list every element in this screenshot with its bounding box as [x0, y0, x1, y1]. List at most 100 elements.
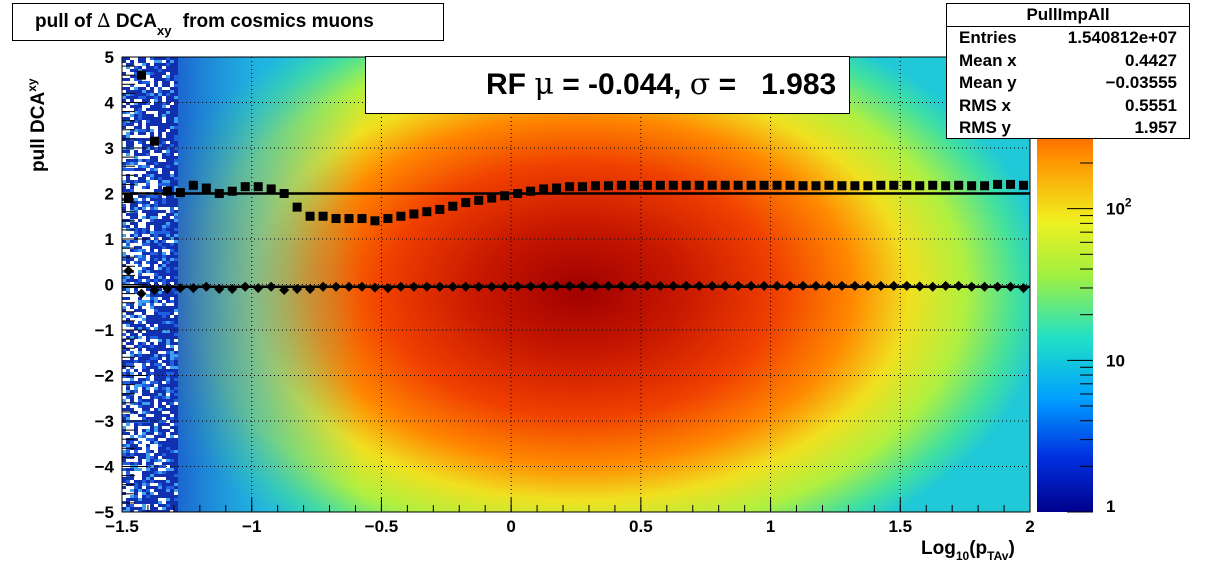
data-point-diamond: [318, 281, 329, 292]
title-prefix: pull of: [35, 11, 92, 32]
data-point-square: [175, 188, 185, 198]
data-point-square: [863, 181, 873, 191]
stats-box: PullImpAll Entries 1.540812e+07 Mean x 0.44…: [946, 3, 1190, 139]
x-tick-label: −1: [242, 517, 261, 536]
data-point-diamond: [499, 281, 510, 292]
data-point-diamond: [447, 281, 458, 292]
y-tick-label: −2: [95, 367, 114, 386]
data-point-diamond: [577, 280, 588, 291]
title-delta: ∆: [97, 10, 111, 32]
data-point-diamond: [759, 280, 770, 291]
data-point-diamond: [862, 280, 873, 291]
data-point-square: [629, 180, 639, 190]
y-tick-label: −5: [95, 503, 114, 522]
legend-sigma: σ: [689, 67, 711, 102]
data-point-square: [357, 214, 367, 224]
data-point-square: [655, 180, 665, 190]
data-point-diamond: [772, 280, 783, 291]
x-axis-label: Log10(pTAv): [921, 538, 1015, 563]
data-point-square: [590, 181, 600, 191]
data-point-square: [707, 180, 717, 190]
y-label-sub: xy: [25, 78, 39, 92]
data-point-square: [928, 180, 938, 190]
data-point-diamond: [227, 284, 238, 295]
data-point-square: [149, 136, 159, 146]
y-tick-label: 1: [105, 230, 114, 249]
data-point-square: [720, 180, 730, 190]
stats-row: RMS x 0.5551: [947, 95, 1189, 118]
x-tick-label: 0.5: [629, 517, 653, 536]
z-tick-label: 10: [1106, 351, 1125, 370]
z-tick-label: 1: [1106, 497, 1115, 516]
data-point-square: [577, 182, 587, 192]
data-point-square: [227, 186, 237, 196]
x-label-main: Log: [921, 538, 956, 559]
y-tick-label: 2: [105, 185, 114, 204]
data-point-diamond: [266, 281, 277, 292]
data-point-square: [162, 186, 172, 196]
data-point-square: [136, 70, 146, 80]
y-tick-label: 3: [105, 139, 114, 158]
data-point-square: [344, 214, 354, 224]
data-point-square: [318, 211, 328, 221]
x-axis: −1.5 −1 −0.5 0 0.5 1 1.5 2: [105, 498, 1035, 536]
data-point-diamond: [914, 281, 925, 292]
data-point-square: [266, 184, 276, 194]
stats-value: 0.4427: [1125, 50, 1177, 70]
data-point-diamond: [331, 281, 342, 292]
data-point-diamond: [810, 280, 821, 291]
data-point-diamond: [1018, 283, 1029, 294]
x-tick-label: 1: [766, 517, 775, 536]
data-point-diamond: [551, 280, 562, 291]
data-point-diamond: [382, 283, 393, 294]
data-point-diamond: [590, 280, 601, 291]
data-point-diamond: [603, 280, 614, 291]
data-point-square: [474, 195, 484, 205]
stats-value: 1.957: [1134, 118, 1177, 137]
data-point-diamond: [538, 281, 549, 292]
x-tick-label: 0: [506, 517, 515, 536]
data-point-diamond: [785, 280, 796, 291]
data-point-diamond: [473, 281, 484, 292]
data-point-diamond: [214, 284, 225, 295]
data-point-square: [253, 182, 263, 192]
stats-row: Mean x 0.4427: [947, 50, 1189, 73]
data-point-diamond: [823, 280, 834, 291]
stats-label: Mean x: [959, 50, 1017, 70]
y-axis-label: pull DCAxy: [25, 78, 50, 172]
color-scale-axis: 1 10 102: [1067, 116, 1132, 516]
legend-mid: = -0.044,: [562, 68, 682, 101]
title-suffix: from cosmics muons: [182, 11, 374, 32]
x-label-open: (p: [969, 538, 988, 559]
data-point-diamond: [434, 281, 445, 292]
plot-title: pull of ∆ DCAxy from cosmics muons: [12, 3, 444, 41]
data-point-square: [811, 181, 821, 191]
data-point-square: [954, 180, 964, 190]
data-point-square: [188, 180, 198, 190]
data-point-square: [824, 180, 834, 190]
title-sub: xy: [157, 23, 172, 38]
data-point-diamond: [564, 280, 575, 291]
data-point-diamond: [875, 280, 886, 291]
data-point-square: [279, 189, 289, 198]
data-point-square: [565, 182, 575, 192]
data-point-square: [370, 216, 380, 226]
data-point-diamond: [123, 265, 134, 276]
data-point-square: [240, 182, 250, 192]
stats-row: Entries 1.540812e+07: [947, 27, 1189, 50]
data-point-square: [331, 214, 341, 224]
data-point-diamond: [979, 281, 990, 292]
data-point-square: [435, 204, 445, 214]
y-tick-label: 0: [105, 276, 114, 295]
data-point-square: [850, 181, 860, 191]
data-point-square: [837, 181, 847, 191]
data-point-square: [941, 181, 951, 191]
data-point-diamond: [901, 280, 912, 291]
data-point-diamond: [279, 284, 290, 295]
data-point-square: [123, 193, 133, 203]
x-tick-label: −0.5: [365, 517, 399, 536]
data-point-diamond: [798, 280, 808, 291]
stats-value: 1.540812e+07: [1067, 28, 1177, 47]
data-point-square: [733, 180, 743, 190]
stats-row: RMS y 1.957: [947, 117, 1189, 140]
